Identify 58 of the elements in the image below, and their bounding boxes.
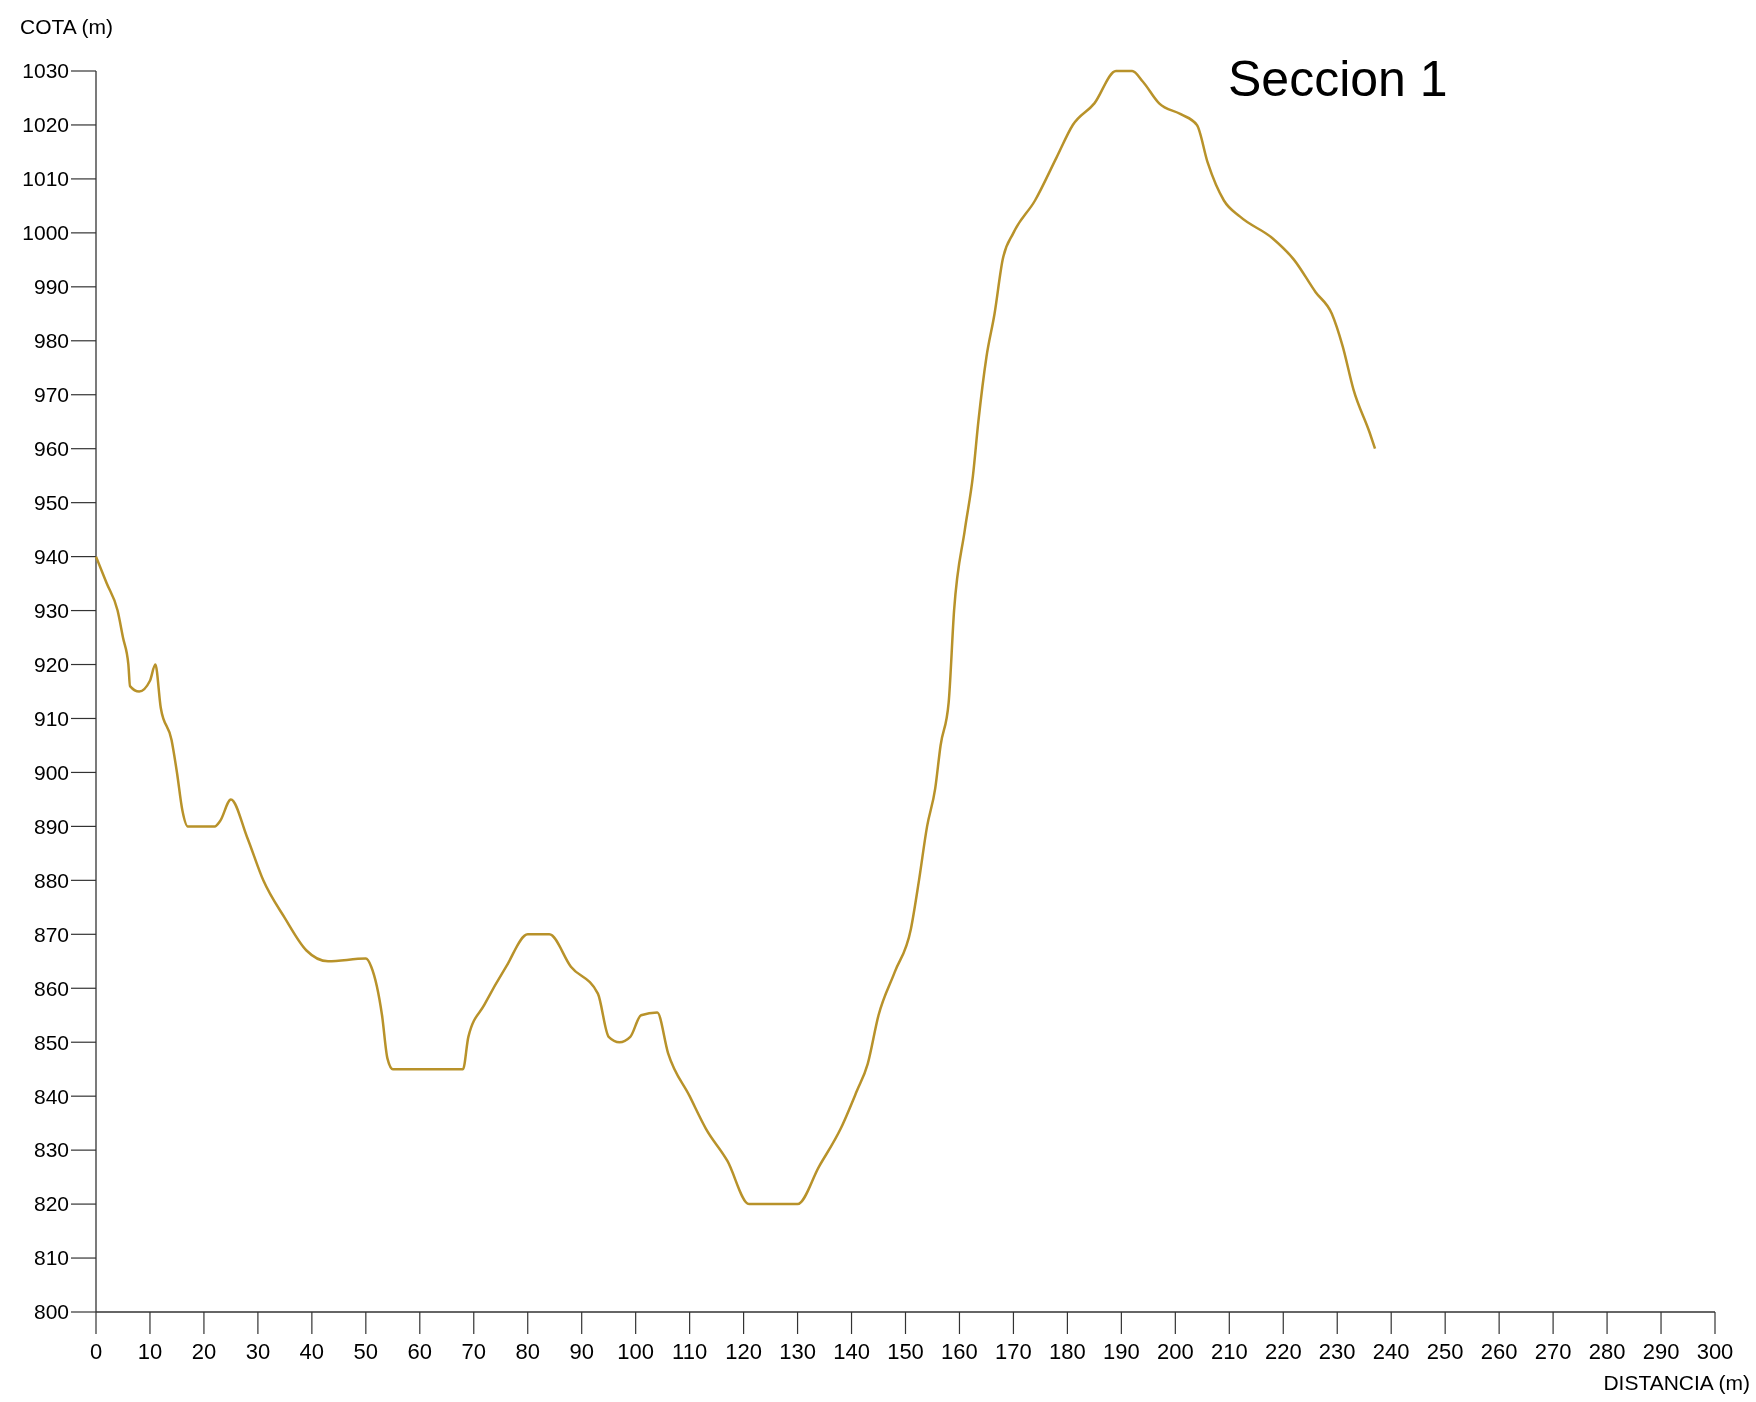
x-tick-label: 90: [569, 1339, 594, 1364]
x-tick-label: 30: [245, 1339, 271, 1364]
x-tick-label: 150: [887, 1339, 924, 1364]
y-tick-label: 930: [33, 598, 69, 622]
y-tick-label: 910: [33, 706, 69, 730]
x-tick-label: 0: [89, 1339, 103, 1364]
x-tick-label: 290: [1642, 1339, 1680, 1364]
x-tick-label: 50: [353, 1339, 379, 1364]
y-tick-label: 820: [33, 1192, 69, 1216]
y-tick-label: 800: [33, 1300, 69, 1324]
y-tick-label: 830: [33, 1138, 69, 1162]
x-tick-label: 120: [725, 1339, 762, 1364]
x-tick-label: 200: [1156, 1339, 1194, 1364]
x-tick-label: 130: [779, 1339, 816, 1364]
x-tick-label: 260: [1480, 1339, 1518, 1364]
x-tick-label: 280: [1588, 1339, 1626, 1364]
x-tick-label: 140: [833, 1339, 870, 1364]
x-tick-label: 110: [672, 1339, 708, 1364]
y-tick-label: 940: [33, 544, 69, 568]
y-tick-label: 1010: [22, 167, 69, 191]
x-tick-label: 20: [191, 1339, 217, 1364]
x-tick-label: 250: [1426, 1339, 1464, 1364]
y-tick-label: 920: [33, 652, 69, 676]
x-tick-label: 230: [1318, 1339, 1356, 1364]
x-tick-label: 70: [461, 1339, 487, 1364]
y-tick-label: 960: [33, 437, 69, 461]
y-tick-label: 880: [33, 868, 69, 892]
x-tick-label: 240: [1372, 1339, 1410, 1364]
y-tick-label: 990: [33, 275, 69, 299]
y-tick-label: 1000: [22, 221, 69, 245]
x-tick-label: 60: [407, 1339, 433, 1364]
y-tick-label: 810: [33, 1246, 69, 1270]
y-tick-label: 950: [33, 491, 69, 514]
y-axis-title: COTA (m): [20, 15, 113, 38]
y-tick-label: 1030: [22, 59, 69, 83]
x-tick-label: 80: [515, 1339, 540, 1364]
x-tick-label: 190: [1103, 1339, 1140, 1364]
x-axis-title: DISTANCIA (m): [1603, 1371, 1750, 1394]
y-tick-label: 850: [33, 1030, 69, 1054]
x-tick-label: 220: [1264, 1339, 1302, 1364]
x-tick-label: 40: [299, 1339, 325, 1364]
y-tick-label: 970: [33, 383, 69, 407]
x-tick-label: 160: [941, 1339, 978, 1364]
x-tick-label: 180: [1049, 1339, 1086, 1364]
y-tick-label: 840: [33, 1084, 69, 1108]
chart-title: Seccion 1: [1228, 51, 1448, 107]
x-tick-label: 300: [1696, 1339, 1734, 1364]
x-tick-label: 270: [1534, 1339, 1572, 1364]
y-tick-label: 1020: [22, 113, 69, 137]
y-tick-label: 870: [33, 922, 69, 946]
x-tick-label: 170: [995, 1339, 1032, 1364]
x-tick-label: 100: [617, 1339, 655, 1364]
y-tick-label: 860: [33, 976, 69, 1000]
y-tick-label: 900: [33, 760, 69, 784]
y-tick-label: 980: [33, 329, 69, 353]
x-tick-label: 210: [1210, 1339, 1248, 1364]
y-tick-label: 890: [33, 814, 69, 838]
x-tick-label: 10: [137, 1339, 163, 1364]
